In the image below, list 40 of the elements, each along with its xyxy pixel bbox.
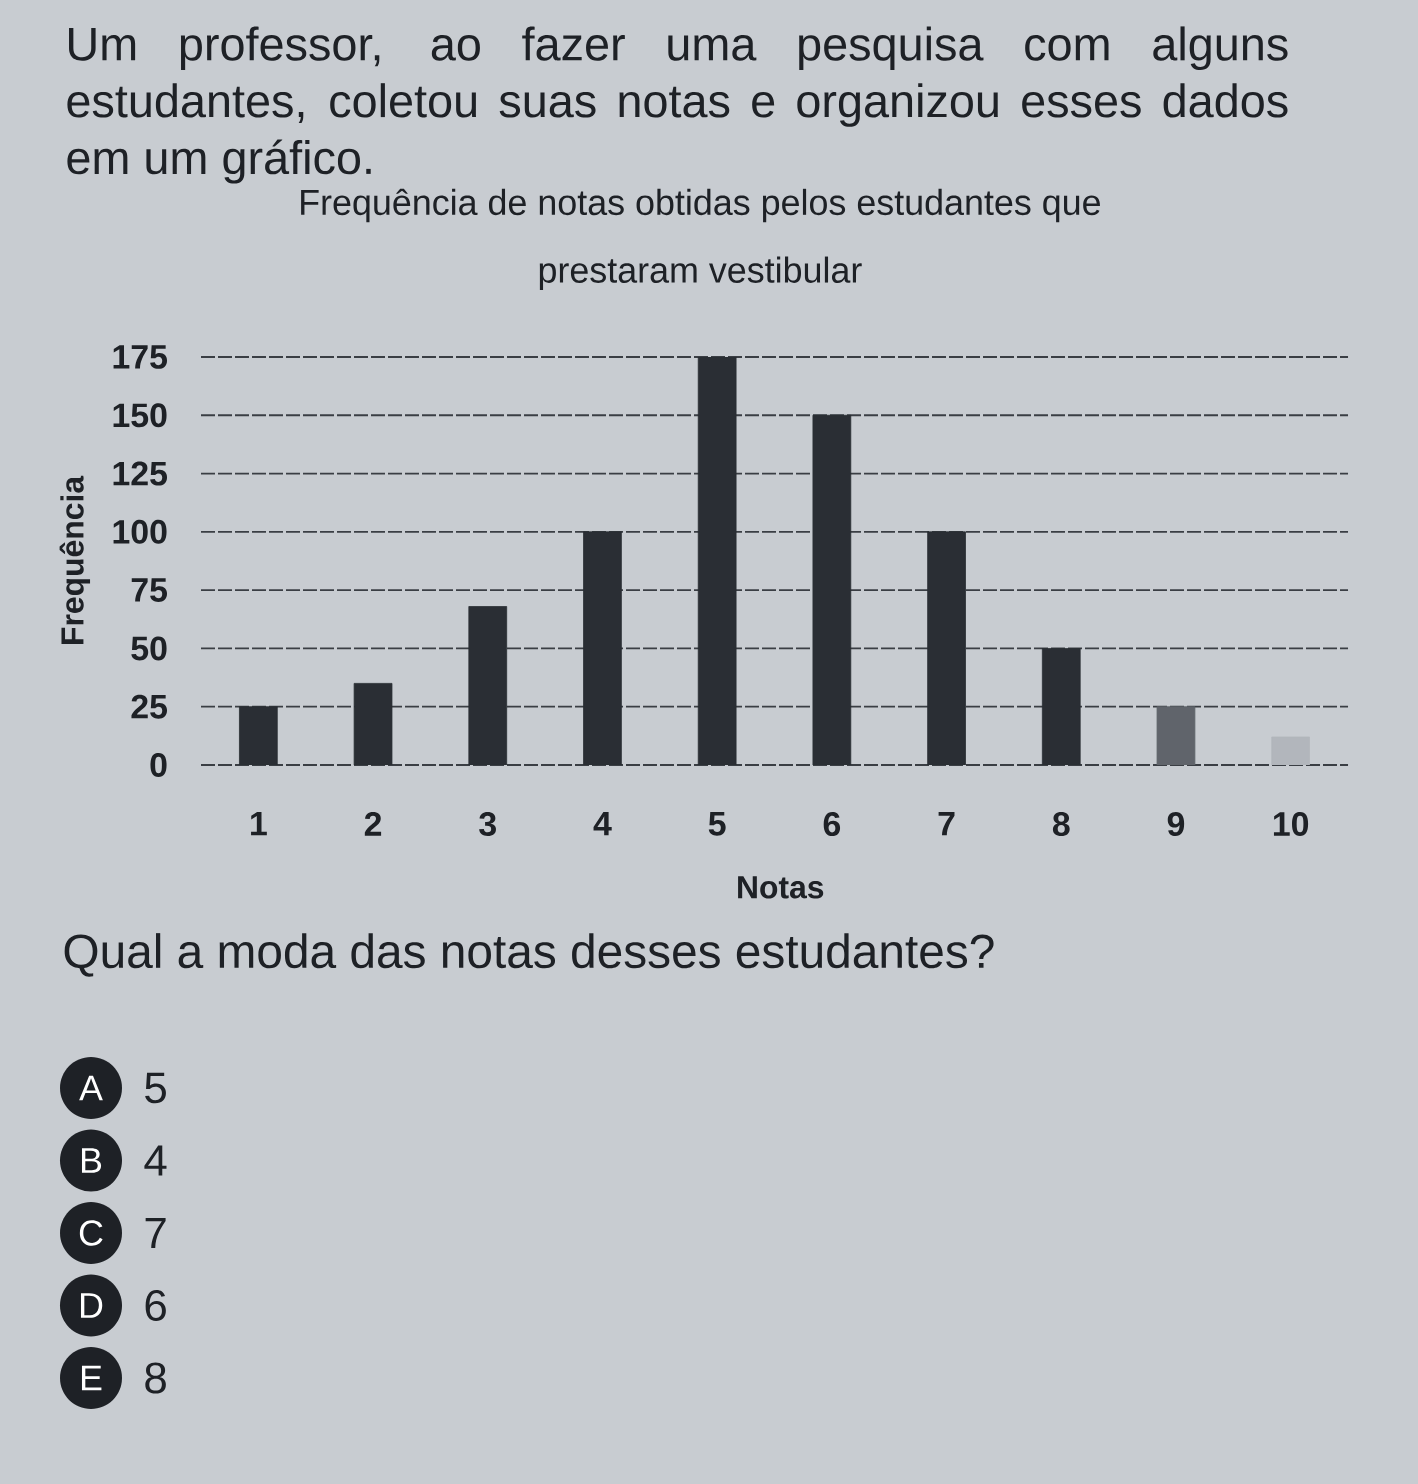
x-tick-label: 9 — [1167, 812, 1185, 837]
x-tick-label: 1 — [251, 812, 267, 836]
y-tick-label: 100 — [113, 519, 167, 544]
text: C — [79, 1220, 103, 1246]
text: 7 — [145, 1217, 166, 1249]
y-tick-label: 175 — [113, 345, 168, 369]
bar — [927, 531, 966, 765]
y-tick-label: 125 — [113, 461, 168, 486]
y-tick-label: 25 — [131, 694, 168, 719]
text: B — [81, 1148, 102, 1173]
x-tick-label: 4 — [593, 812, 612, 836]
bar — [1271, 736, 1310, 765]
x-tick-label: 8 — [1052, 812, 1070, 837]
x-tick-label: 2 — [364, 812, 382, 836]
x-tick-label: 5 — [708, 812, 726, 836]
bar — [239, 706, 278, 765]
text: 5 — [145, 1072, 166, 1104]
text: 8 — [145, 1362, 166, 1394]
y-tick-label: 150 — [113, 403, 167, 428]
y-axis-title: Frequência — [59, 475, 91, 644]
chart-title: Frequência de notas obtidas pelos estudantes que prestaram vestibular — [301, 188, 1100, 290]
y-tick-label: 0 — [150, 753, 167, 777]
y-tick-label: 50 — [131, 636, 167, 661]
bar — [812, 414, 852, 765]
text: Qual a moda das notas desses estudantes? — [64, 933, 994, 977]
text: Um professor, ao fazer uma pesquisa com alguns estudantes, coletou suas notas e organizou esses dados em um gráfico. — [67, 26, 1288, 184]
text: 6 — [145, 1289, 166, 1322]
x-tick-label: 6 — [823, 812, 841, 837]
bar — [1156, 706, 1196, 765]
text: D — [80, 1293, 103, 1318]
text: E — [81, 1365, 102, 1391]
y-tick-label: 75 — [131, 578, 168, 602]
x-axis-title: Notas — [738, 876, 824, 899]
bar — [583, 531, 622, 765]
x-tick-label: 7 — [938, 812, 955, 836]
text: 4 — [144, 1145, 167, 1176]
text: A — [79, 1075, 103, 1101]
x-tick-label: 10 — [1273, 812, 1309, 837]
x-tick-label: 3 — [479, 812, 496, 837]
bar — [468, 606, 508, 765]
